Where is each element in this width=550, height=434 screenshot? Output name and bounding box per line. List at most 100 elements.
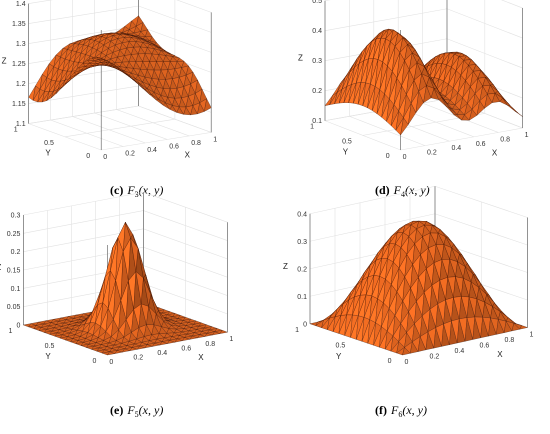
x-tick-label: 0.8 [205, 341, 215, 348]
z-tick-label: 0.15 [7, 268, 21, 275]
surface-facet [219, 330, 228, 334]
x-tick-label: 0 [103, 154, 107, 161]
x-tick-label: 0.2 [430, 354, 440, 361]
x-tick-label: 0.4 [451, 145, 461, 152]
x-axis-label: X [492, 148, 498, 157]
z-tick-label: 0.2 [312, 88, 322, 95]
x-tick-label: 0.8 [191, 140, 201, 147]
panel-0: 00.20.40.60.8100.511.11.151.21.251.31.35… [2, 0, 217, 199]
z-tick-label: 0.2 [297, 266, 307, 273]
surface [324, 28, 523, 136]
z-tick-label: 0.4 [297, 211, 307, 218]
x-tick-label: 1 [213, 136, 217, 143]
y-tick-label: 1 [310, 124, 314, 131]
function-subscript: 3 [135, 190, 139, 199]
y-tick-label: 0 [388, 358, 392, 365]
z-axis-label: Z [298, 54, 303, 63]
y-tick-label: 0 [86, 153, 90, 160]
z-tick-label: 1.25 [12, 61, 26, 68]
z-gridline [324, 0, 523, 9]
z-tick-label: 0.1 [11, 286, 21, 293]
z-tick-label: 0 [16, 323, 20, 330]
y-axis-label: Y [45, 352, 51, 361]
x-tick-label: 1 [530, 332, 534, 339]
y-gridline [64, 0, 176, 138]
x-axis-label: X [497, 350, 503, 359]
x-tick-label: 0.8 [505, 337, 515, 344]
function-subscript: 6 [398, 410, 402, 419]
z-gridline [28, 0, 212, 13]
surface-facet [519, 325, 528, 330]
function-name: F [390, 403, 399, 417]
z-tick-label: 0.5 [312, 0, 322, 5]
panel-caption: (c) F3(x, y) [110, 183, 163, 199]
z-tick-label: 0.1 [312, 118, 322, 125]
x-tick-label: 0.6 [476, 141, 486, 148]
x-tick-label: 0.2 [133, 354, 143, 361]
z-tick-label: 0.25 [7, 231, 21, 238]
z-tick-label: 0.3 [11, 213, 21, 220]
y-tick-label: 1 [14, 127, 18, 134]
function-args: (x, y) [139, 183, 164, 197]
panel-letter: (c) [110, 183, 123, 197]
panel-letter: (e) [110, 403, 123, 417]
x-tick-label: 1 [229, 336, 233, 343]
z-gridline [324, 8, 523, 39]
function-subscript: 4 [401, 190, 405, 199]
y-tick-label: 0 [92, 358, 96, 365]
panel-letter: (d) [375, 183, 390, 197]
y-tick-label: 0.5 [44, 140, 54, 147]
x-tick-label: 0.4 [455, 348, 465, 355]
x-tick-label: 0 [403, 154, 407, 161]
z-tick-label: 1.35 [12, 21, 26, 28]
z-tick-label: 0.3 [312, 58, 322, 65]
x-tick-label: 0.6 [181, 345, 191, 352]
z-axis-label: Z [0, 263, 1, 272]
z-tick-label: 1.1 [16, 121, 26, 128]
y-axis-label: Y [336, 352, 342, 361]
function-name: F [126, 403, 135, 417]
x-tick-label: 0 [405, 359, 409, 366]
x-tick-label: 0.8 [500, 136, 510, 143]
function-args: (x, y) [402, 403, 427, 417]
z-axis-label: Z [283, 262, 288, 271]
surface-facet [204, 98, 212, 112]
x-tick-label: 0.2 [427, 150, 437, 157]
y-tick-label: 0.5 [342, 138, 352, 145]
z-tick-label: 0.1 [297, 294, 307, 301]
x-tick-label: 0.4 [147, 147, 157, 154]
x-tick-label: 0.6 [480, 343, 490, 350]
y-tick-label: 0.5 [45, 343, 55, 350]
z-tick-label: 0.3 [297, 239, 307, 246]
x-tick-label: 0.4 [157, 350, 167, 357]
y-tick-label: 0 [386, 153, 390, 160]
z-tick-label: 1.15 [12, 101, 26, 108]
surface [309, 220, 528, 356]
function-subscript: 5 [135, 410, 139, 419]
y-axis-label: Y [343, 147, 349, 156]
z-tick-label: 1.2 [16, 81, 26, 88]
panel-caption: (e) F5(x, y) [110, 403, 163, 419]
x-axis-label: X [198, 353, 204, 362]
x-tick-label: 0.2 [125, 150, 135, 157]
z-tick-label: 0 [303, 321, 307, 328]
panel-2: 00.20.40.60.8100.5100.050.10.150.20.250.… [0, 191, 233, 419]
z-gridline [28, 5, 212, 33]
surface [23, 222, 228, 356]
z-tick-label: 0.4 [312, 28, 322, 35]
z-tick-label: 1.4 [16, 1, 26, 8]
function-name: F [393, 183, 402, 197]
z-tick-label: 1.3 [16, 41, 26, 48]
z-axis-label: Z [2, 57, 7, 66]
panel-letter: (f) [375, 403, 387, 417]
x-axis-label: X [185, 151, 191, 160]
x-tick-label: 0.6 [169, 143, 179, 150]
panel-caption: (d) F4(x, y) [375, 183, 430, 199]
surface-facet [514, 111, 523, 117]
z-tick-label: 0.05 [7, 304, 21, 311]
function-args: (x, y) [139, 403, 164, 417]
y-tick-label: 0.5 [336, 342, 346, 349]
x-tick-label: 1 [525, 132, 529, 139]
